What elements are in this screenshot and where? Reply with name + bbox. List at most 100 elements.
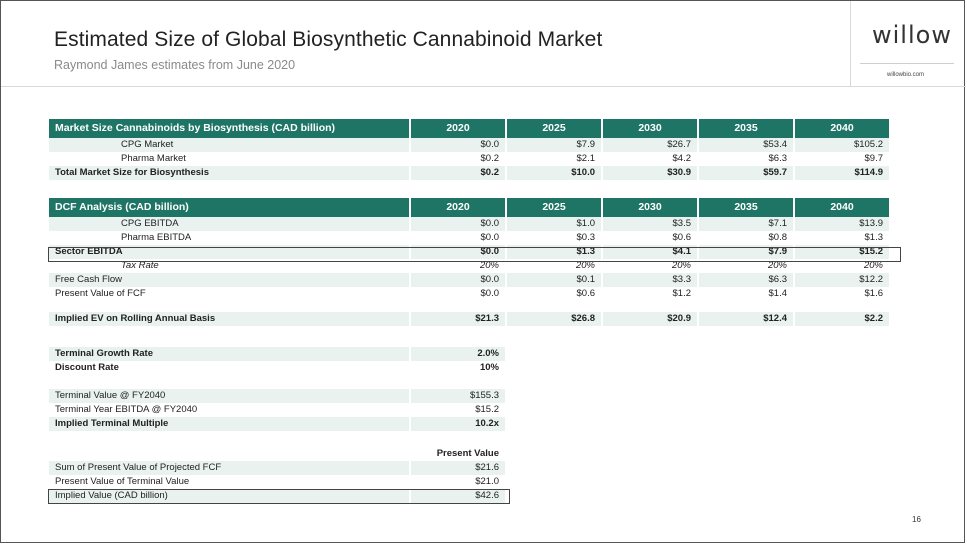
row-label: CPG EBITDA xyxy=(121,218,179,229)
year-header: 2040 xyxy=(795,198,889,217)
table-row: Terminal Value @ FY2040 $155.3 xyxy=(49,389,505,403)
cell-value: $0.3 xyxy=(576,232,596,243)
year-header: 2025 xyxy=(507,119,601,138)
cell-value: $1.0 xyxy=(576,218,596,229)
row-label: Pharma Market xyxy=(121,153,186,164)
cell-value: $13.9 xyxy=(859,218,883,229)
logo-panel xyxy=(850,1,965,86)
row-label: Implied Value (CAD billion) xyxy=(55,490,168,501)
cell-value: $0.2 xyxy=(480,153,500,164)
year-header: 2030 xyxy=(603,119,697,138)
row-label: Implied EV on Rolling Annual Basis xyxy=(55,313,216,324)
cell-value: $26.8 xyxy=(571,313,595,324)
cell-value: $2.2 xyxy=(864,313,884,324)
year-header: 2020 xyxy=(411,119,505,138)
table-row: Pharma Market $0.2 $2.1 $4.2 $6.3 $9.7 xyxy=(49,152,889,166)
table-row: Sum of Present Value of Projected FCF $2… xyxy=(49,461,505,475)
table-row-total: Total Market Size for Biosynthesis $0.2 … xyxy=(49,166,889,180)
row-label: Discount Rate xyxy=(55,362,119,373)
logo-divider xyxy=(860,63,954,64)
cell-value: 20% xyxy=(767,260,787,271)
table-row: CPG EBITDA $0.0 $1.0 $3.5 $7.1 $13.9 xyxy=(49,217,889,231)
cell-value: $1.6 xyxy=(864,288,884,299)
cell-value: $4.2 xyxy=(672,153,692,164)
spacer-row xyxy=(49,375,505,389)
spacer-row xyxy=(49,301,889,312)
cell-value: $6.3 xyxy=(768,274,788,285)
header-divider xyxy=(1,86,966,87)
dcf-table-title: DCF Analysis (CAD billion) xyxy=(49,198,409,217)
table-row: Present Value of Terminal Value $21.0 xyxy=(49,475,505,489)
cell-value: $0.0 xyxy=(480,232,500,243)
cell-value: $21.0 xyxy=(475,476,499,487)
cell-value: $12.4 xyxy=(763,313,787,324)
year-header: 2025 xyxy=(507,198,601,217)
cell-value: $15.2 xyxy=(859,246,883,257)
table-row: Present Value of FCF $0.0 $0.6 $1.2 $1.4… xyxy=(49,287,889,301)
row-label: Terminal Year EBITDA @ FY2040 xyxy=(55,404,198,415)
row-label: Sector EBITDA xyxy=(55,246,123,257)
cell-value: $0.0 xyxy=(480,218,500,229)
cell-value: $0.0 xyxy=(480,246,500,257)
cell-value: $1.2 xyxy=(672,288,692,299)
table-row: Discount Rate 10% xyxy=(49,361,505,375)
cell-value: $20.9 xyxy=(667,313,691,324)
cell-value: $1.4 xyxy=(768,288,788,299)
cell-value: $1.3 xyxy=(864,232,884,243)
cell-value: $7.9 xyxy=(768,246,788,257)
spacer-cell xyxy=(49,447,409,461)
willow-logo: willow xyxy=(872,21,952,49)
table-row-sector-ebitda: Sector EBITDA $0.0 $1.3 $4.1 $7.9 $15.2 xyxy=(49,245,889,259)
row-label: Pharma EBITDA xyxy=(121,232,192,243)
column-header: Present Value xyxy=(436,448,499,459)
cell-value: $0.0 xyxy=(480,274,500,285)
cell-value: 2.0% xyxy=(477,348,499,359)
cell-value: $10.0 xyxy=(571,167,595,178)
year-header: 2040 xyxy=(795,119,889,138)
cell-value: $0.6 xyxy=(672,232,692,243)
cell-value: 20% xyxy=(479,260,499,271)
terminal-assumptions-table: Terminal Growth Rate 2.0% Discount Rate … xyxy=(47,347,507,431)
row-label: Terminal Growth Rate xyxy=(55,348,154,359)
cell-value: 20% xyxy=(863,260,883,271)
year-header: 2035 xyxy=(699,198,793,217)
table-row: Implied Terminal Multiple 10.2x xyxy=(49,417,505,431)
cell-value: $0.0 xyxy=(480,139,500,150)
table-row: Terminal Growth Rate 2.0% xyxy=(49,347,505,361)
market-table-title: Market Size Cannabinoids by Biosynthesis… xyxy=(49,119,409,138)
table-header-row: Present Value xyxy=(49,447,505,461)
dcf-table: DCF Analysis (CAD billion) 2020 2025 203… xyxy=(47,198,891,326)
page-subtitle: Raymond James estimates from June 2020 xyxy=(54,58,296,72)
table-row: CPG Market $0.0 $7.9 $26.7 $53.4 $105.2 xyxy=(49,138,889,152)
row-label: CPG Market xyxy=(121,139,174,150)
cell-value: $6.3 xyxy=(768,153,788,164)
cell-value: $0.0 xyxy=(480,288,500,299)
cell-value: $9.7 xyxy=(864,153,884,164)
table-header-row: DCF Analysis (CAD billion) 2020 2025 203… xyxy=(49,198,889,217)
market-size-table: Market Size Cannabinoids by Biosynthesis… xyxy=(47,119,891,180)
cell-value: $7.9 xyxy=(576,139,596,150)
year-header: 2035 xyxy=(699,119,793,138)
cell-value: $1.3 xyxy=(576,246,596,257)
cell-value: 10.2x xyxy=(475,418,499,429)
cell-value: 20% xyxy=(575,260,595,271)
cell-value: $0.6 xyxy=(576,288,596,299)
row-label: Present Value of FCF xyxy=(55,288,146,299)
cell-value: $30.9 xyxy=(667,167,691,178)
row-label: Free Cash Flow xyxy=(55,274,123,285)
cell-value: 10% xyxy=(479,362,499,373)
table-row-implied-ev: Implied EV on Rolling Annual Basis $21.3… xyxy=(49,312,889,326)
cell-value: $155.3 xyxy=(469,390,499,401)
present-value-table: Present Value Sum of Present Value of Pr… xyxy=(47,447,507,503)
cell-value: $2.1 xyxy=(576,153,596,164)
row-label: Tax Rate xyxy=(121,260,159,271)
cell-value: $21.6 xyxy=(475,462,499,473)
row-label: Present Value of Terminal Value xyxy=(55,476,190,487)
row-label: Terminal Value @ FY2040 xyxy=(55,390,166,401)
table-row-implied-value: Implied Value (CAD billion) $42.6 xyxy=(49,489,505,503)
cell-value: $4.1 xyxy=(672,246,692,257)
year-header: 2030 xyxy=(603,198,697,217)
cell-value: $15.2 xyxy=(475,404,499,415)
cell-value: $3.5 xyxy=(672,218,692,229)
table-header-row: Market Size Cannabinoids by Biosynthesis… xyxy=(49,119,889,138)
